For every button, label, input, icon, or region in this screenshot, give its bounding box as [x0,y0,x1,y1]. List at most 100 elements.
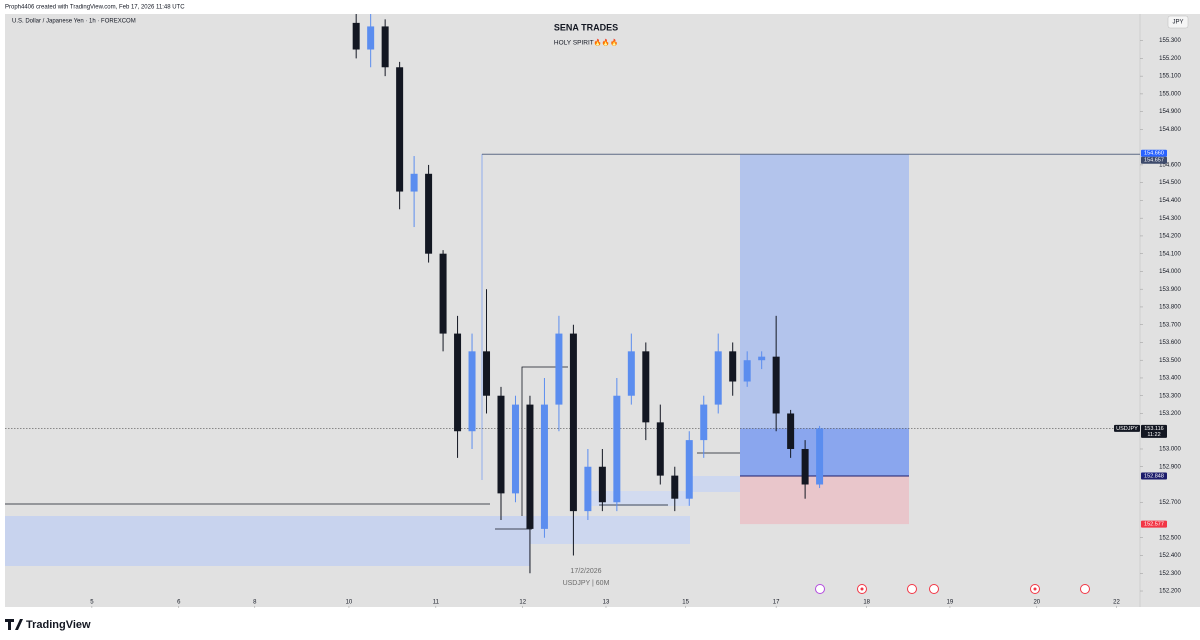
candle-body [526,404,534,529]
brand: TradingView [5,619,91,631]
currency-label[interactable]: JPY [1172,20,1183,26]
event-icon[interactable] [929,584,939,594]
candle-body [454,333,462,432]
candle-body [801,448,809,485]
symbol-tag-label: USDJPY [1116,426,1138,432]
zone [690,476,740,492]
candle-body [714,351,722,405]
y-tick-label: 155.200 [1159,56,1181,62]
countdown: 11:22 [1147,432,1160,438]
candle-body [700,404,708,441]
price-marker [1141,472,1167,480]
candle-body [540,404,548,529]
price-marker [1141,156,1167,164]
candle-body [396,67,404,192]
y-tick-label: 152.300 [1159,571,1181,577]
x-tick-label: 8 [253,600,257,606]
price-marker [1141,520,1167,528]
candle-body [613,395,621,503]
y-tick-label: 154.000 [1159,269,1181,275]
candle-body [671,475,679,499]
price-marker-label: 154.657 [1144,158,1164,164]
x-tick-label: 18 [863,600,870,606]
candle-body [787,413,795,449]
x-tick-label: 5 [90,600,94,606]
y-tick-label: 152.500 [1159,535,1181,541]
y-tick-label: 154.900 [1159,109,1181,115]
x-tick-label: 22 [1113,600,1120,606]
event-icon[interactable] [907,584,917,594]
candle-body [410,173,418,192]
candle-body [758,356,766,361]
candle-body [642,351,650,423]
candle-body [511,404,519,494]
event-icon[interactable] [1080,584,1090,594]
candle-body [729,351,737,382]
candle-body [352,22,360,50]
candle-body [772,356,780,414]
y-tick-label: 153.700 [1159,322,1181,328]
y-tick-label: 155.300 [1159,38,1181,44]
y-tick-label: 153.000 [1159,447,1181,453]
y-tick-label: 154.400 [1159,198,1181,204]
y-tick-label: 153.600 [1159,340,1181,346]
candle-body [425,173,433,254]
y-tick-label: 154.500 [1159,180,1181,186]
y-tick-label: 154.600 [1159,162,1181,168]
x-tick-label: 20 [1033,600,1040,606]
candle-body [569,333,577,512]
y-tick-label: 153.900 [1159,287,1181,293]
candle-body [743,360,751,382]
event-icon[interactable] [815,584,825,594]
zone [530,516,690,544]
candle-body [367,26,375,50]
y-tick-label: 152.200 [1159,589,1181,595]
y-tick-label: 153.800 [1159,305,1181,311]
y-tick-label: 152.900 [1159,464,1181,470]
price-axis [1140,14,1200,607]
y-tick-label: 155.000 [1159,91,1181,97]
y-tick-label: 152.400 [1159,553,1181,559]
y-tick-label: 155.100 [1159,74,1181,80]
watermark-symbol: USDJPY | 60M [563,580,610,587]
y-tick-label: 153.200 [1159,411,1181,417]
candles [352,14,824,574]
price-marker [1141,424,1167,438]
candle-body [497,395,505,494]
header: Proph4406 created with TradingView.com, … [5,5,185,11]
position-tool [5,153,1140,525]
candle-body [627,351,635,396]
zone [5,516,530,566]
stop-zone [740,475,909,525]
symbol-tag [1114,424,1140,432]
target-zone [740,154,909,476]
title: SENA TRADES [554,22,618,32]
y-tick-label: 154.200 [1159,234,1181,240]
y-tick-label: 154.100 [1159,251,1181,257]
y-tick-label: 153.300 [1159,393,1181,399]
candle-body [598,466,606,503]
event-icons [815,584,1090,594]
price-marker-label: 152.577 [1144,522,1164,528]
candle-body [468,351,476,432]
currency-button[interactable] [1167,15,1189,29]
y-tick-label: 152.700 [1159,500,1181,506]
candle-body [555,333,563,405]
progress-zone [740,428,909,476]
price-marker-label: 153.116 [1144,426,1163,432]
price-marker [1141,149,1167,157]
event-icon-dot [860,587,864,591]
brand-name: TradingView [26,619,91,631]
price-marker-label: 152.848 [1144,473,1164,479]
candle-body [656,422,664,476]
x-tick-label: 12 [519,600,526,606]
price-marker-label: 154.660 [1144,151,1164,157]
brand-logo [5,619,23,630]
x-tick-label: 10 [346,600,353,606]
x-tick-label: 17 [773,600,780,606]
candle-body [685,440,693,499]
x-tick-label: 11 [433,600,440,606]
event-icon-dot [1033,587,1037,591]
